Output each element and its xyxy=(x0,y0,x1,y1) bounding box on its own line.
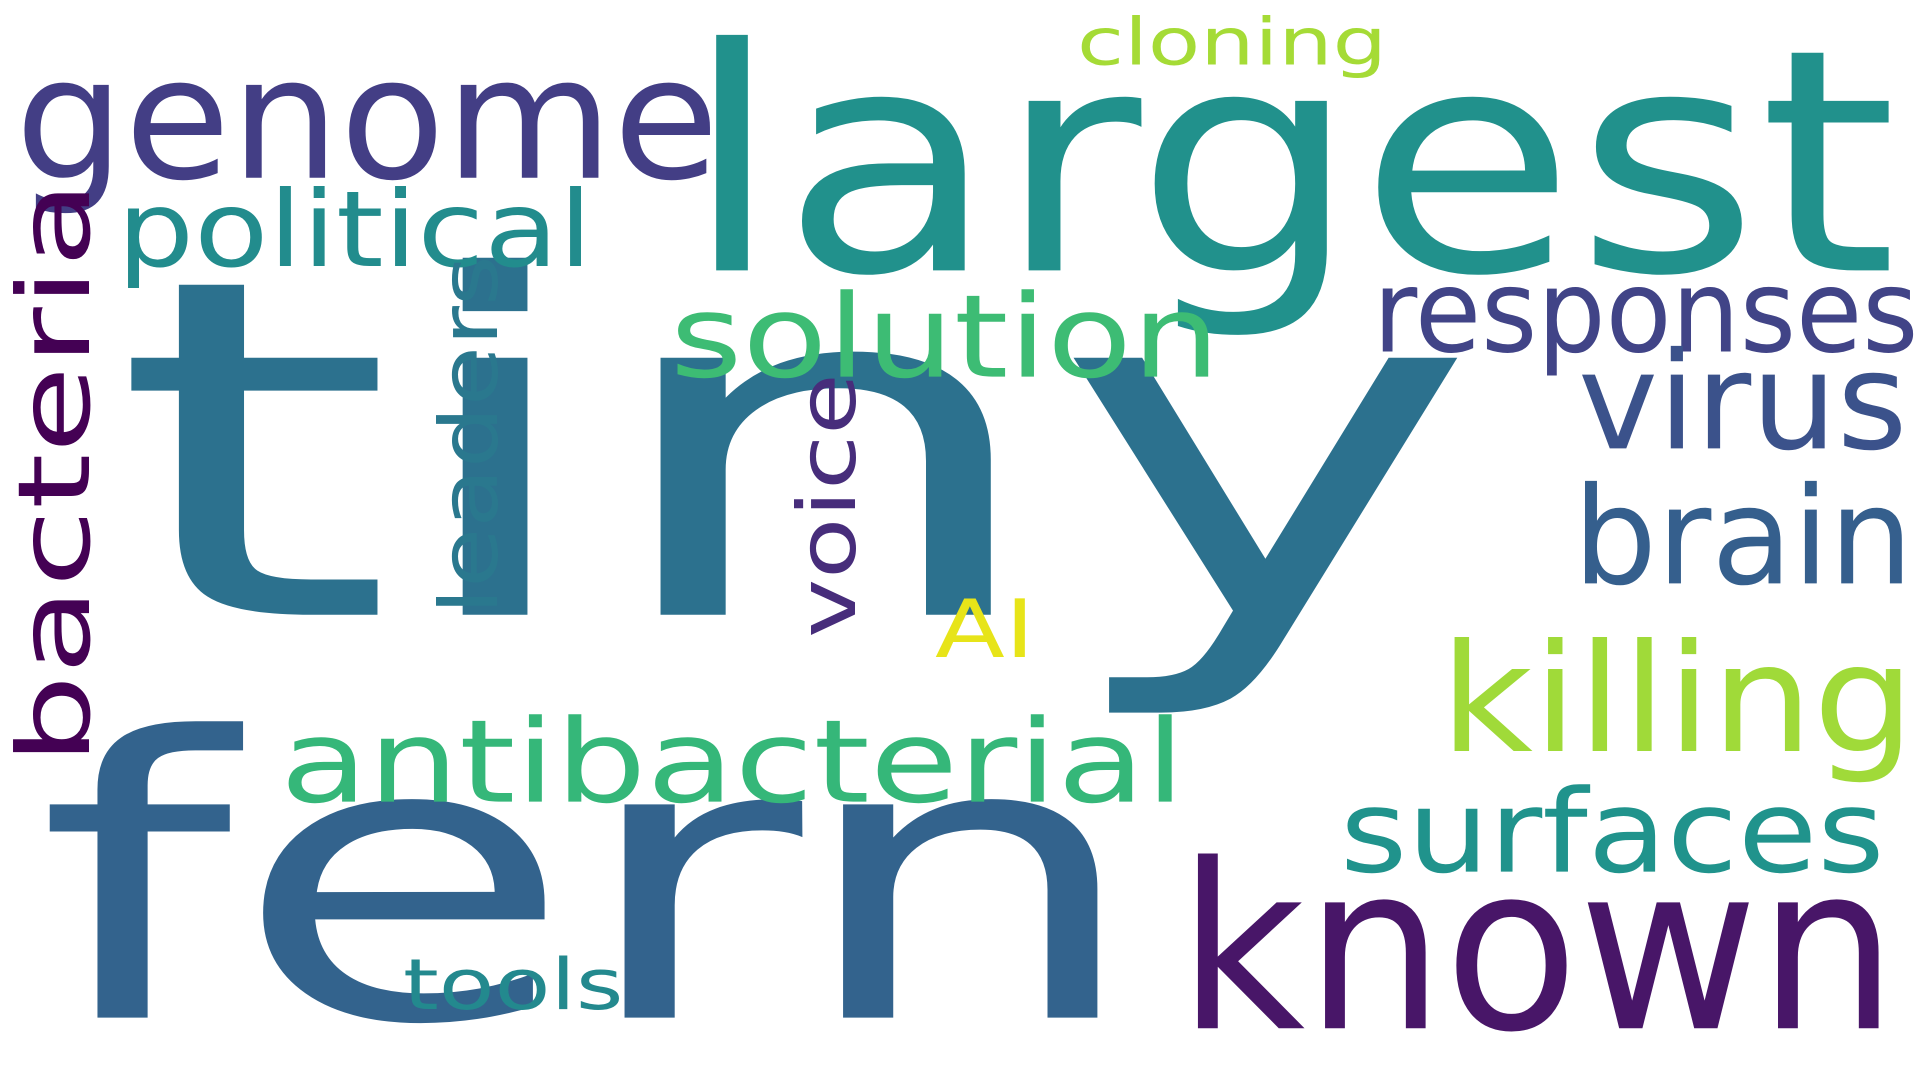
word-leaders: leaders xyxy=(422,255,517,615)
word-antibacterial: antibacterial xyxy=(280,694,1186,830)
word-ai: AI xyxy=(935,582,1035,677)
word-tools: tools xyxy=(403,943,624,1026)
word-killing: killing xyxy=(1440,611,1915,787)
word-cloning: cloning xyxy=(1077,4,1387,81)
word-known: known xyxy=(1178,814,1898,1080)
word-brain: brain xyxy=(1573,457,1914,616)
word-solution: solution xyxy=(670,269,1220,405)
word-fern: fern xyxy=(37,654,1145,1080)
word-voice: voice xyxy=(780,373,875,638)
word-political: political xyxy=(117,168,593,292)
word-bacteria: bacteria xyxy=(0,180,113,765)
word-surfaces: surfaces xyxy=(1340,764,1885,900)
word-tiny: tiny xyxy=(112,177,1479,728)
word-largest: largest xyxy=(683,0,1898,345)
word-responses: responses xyxy=(1373,244,1919,380)
word-genome: genome xyxy=(15,19,720,219)
word-virus: virus xyxy=(1578,322,1908,481)
